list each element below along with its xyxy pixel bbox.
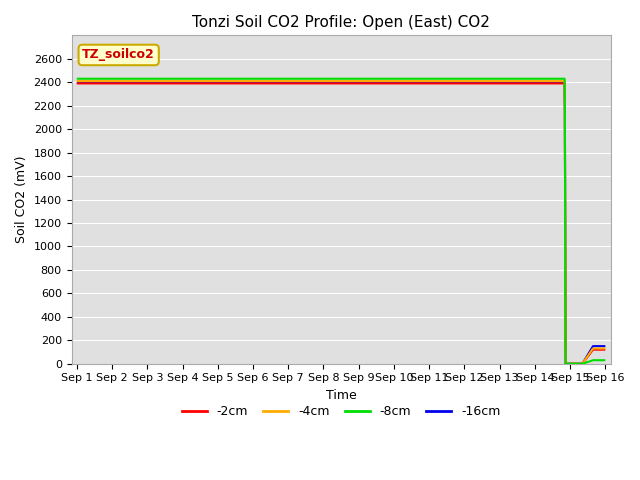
X-axis label: Time: Time bbox=[326, 389, 356, 402]
Legend: -2cm, -4cm, -8cm, -16cm: -2cm, -4cm, -8cm, -16cm bbox=[177, 400, 506, 423]
Text: TZ_soilco2: TZ_soilco2 bbox=[83, 48, 155, 61]
Y-axis label: Soil CO2 (mV): Soil CO2 (mV) bbox=[15, 156, 28, 243]
Title: Tonzi Soil CO2 Profile: Open (East) CO2: Tonzi Soil CO2 Profile: Open (East) CO2 bbox=[192, 15, 490, 30]
